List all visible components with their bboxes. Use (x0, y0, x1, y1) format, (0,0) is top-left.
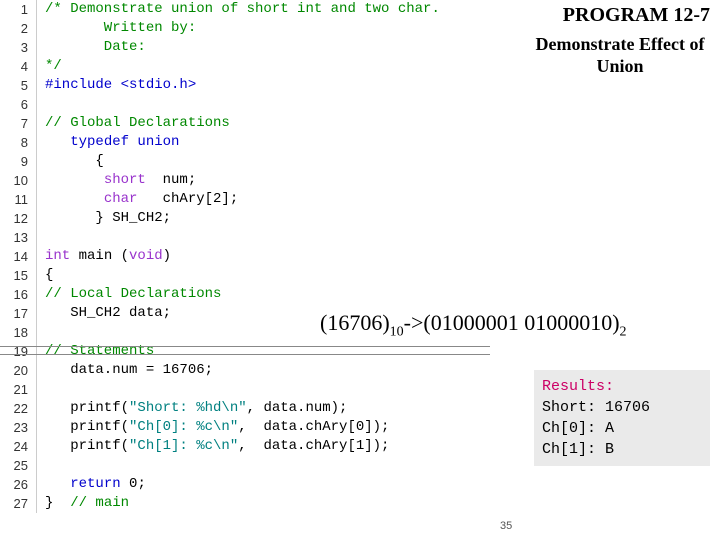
line-number: 12 (0, 209, 37, 228)
results-line: Ch[0]: A (542, 418, 702, 439)
code-text: SH_CH2 data; (37, 304, 171, 323)
code-line: 26 return 0; (0, 475, 500, 494)
code-text: printf("Ch[0]: %c\n", data.chAry[0]); (37, 418, 389, 437)
code-text: data.num = 16706; (37, 361, 213, 380)
code-line: 4*/ (0, 57, 500, 76)
code-text: /* Demonstrate union of short int and tw… (37, 0, 440, 19)
code-line: 10 short num; (0, 171, 500, 190)
line-number: 26 (0, 475, 37, 494)
code-text: printf("Ch[1]: %c\n", data.chAry[1]); (37, 437, 389, 456)
line-number: 14 (0, 247, 37, 266)
code-line: 9 { (0, 152, 500, 171)
divider (0, 354, 490, 355)
code-line: 20 data.num = 16706; (0, 361, 500, 380)
code-listing: 1/* Demonstrate union of short int and t… (0, 0, 500, 513)
divider (0, 346, 490, 347)
code-line: 19// Statements (0, 342, 500, 361)
code-line: 23 printf("Ch[0]: %c\n", data.chAry[0]); (0, 418, 500, 437)
code-line: 25 (0, 456, 500, 475)
program-number: PROGRAM 12-7 (563, 4, 710, 27)
code-line: 14int main (void) (0, 247, 500, 266)
code-text: typedef union (37, 133, 179, 152)
line-number: 16 (0, 285, 37, 304)
line-number: 11 (0, 190, 37, 209)
line-number: 23 (0, 418, 37, 437)
line-number: 17 (0, 304, 37, 323)
line-number: 18 (0, 323, 37, 342)
page-number: 35 (500, 520, 512, 532)
line-number: 21 (0, 380, 37, 399)
code-line: 22 printf("Short: %hd\n", data.num); (0, 399, 500, 418)
code-line: 27} // main (0, 494, 500, 513)
conversion-formula: (16706)10->(01000001 01000010)2 (320, 310, 627, 340)
code-text: } SH_CH2; (37, 209, 171, 228)
code-line: 11 char chAry[2]; (0, 190, 500, 209)
line-number: 24 (0, 437, 37, 456)
code-text: // Statements (37, 342, 154, 361)
code-line: 12 } SH_CH2; (0, 209, 500, 228)
code-line: 24 printf("Ch[1]: %c\n", data.chAry[1]); (0, 437, 500, 456)
line-number: 2 (0, 19, 37, 38)
line-number: 7 (0, 114, 37, 133)
code-line: 3 Date: (0, 38, 500, 57)
code-text: { (37, 152, 104, 171)
code-text: Written by: (37, 19, 196, 38)
code-line: 2 Written by: (0, 19, 500, 38)
code-text: Date: (37, 38, 146, 57)
code-text: #include <stdio.h> (37, 76, 196, 95)
results-line: Ch[1]: B (542, 439, 702, 460)
code-text: char chAry[2]; (37, 190, 238, 209)
results-line: Short: 16706 (542, 397, 702, 418)
line-number: 22 (0, 399, 37, 418)
line-number: 20 (0, 361, 37, 380)
line-number: 4 (0, 57, 37, 76)
code-line: 13 (0, 228, 500, 247)
results-box: Results: Short: 16706 Ch[0]: A Ch[1]: B (534, 370, 710, 466)
code-line: 7// Global Declarations (0, 114, 500, 133)
line-number: 5 (0, 76, 37, 95)
line-number: 8 (0, 133, 37, 152)
code-text: */ (37, 57, 62, 76)
line-number: 27 (0, 494, 37, 513)
line-number: 10 (0, 171, 37, 190)
line-number: 6 (0, 95, 37, 114)
code-text: short num; (37, 171, 196, 190)
code-line: 8 typedef union (0, 133, 500, 152)
line-number: 1 (0, 0, 37, 19)
code-text: int main (void) (37, 247, 171, 266)
results-title: Results: (542, 376, 702, 397)
code-text: { (37, 266, 53, 285)
code-text: } // main (37, 494, 129, 513)
code-line: 5#include <stdio.h> (0, 76, 500, 95)
code-text: // Global Declarations (37, 114, 230, 133)
program-title: Demonstrate Effect of Union (530, 34, 710, 77)
line-number: 3 (0, 38, 37, 57)
line-number: 19 (0, 342, 37, 361)
line-number: 15 (0, 266, 37, 285)
code-line: 6 (0, 95, 500, 114)
line-number: 9 (0, 152, 37, 171)
code-line: 15{ (0, 266, 500, 285)
code-text: // Local Declarations (37, 285, 221, 304)
code-line: 21 (0, 380, 500, 399)
code-line: 16// Local Declarations (0, 285, 500, 304)
code-text: return 0; (37, 475, 146, 494)
line-number: 13 (0, 228, 37, 247)
code-text: printf("Short: %hd\n", data.num); (37, 399, 347, 418)
code-line: 1/* Demonstrate union of short int and t… (0, 0, 500, 19)
line-number: 25 (0, 456, 37, 475)
